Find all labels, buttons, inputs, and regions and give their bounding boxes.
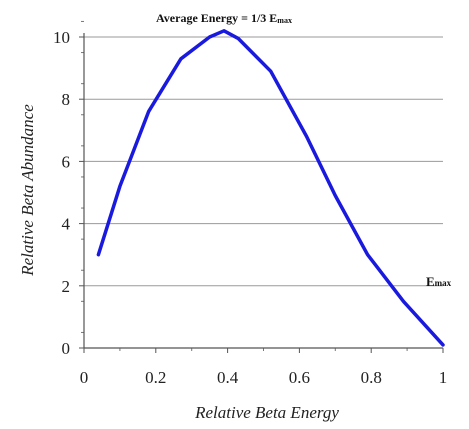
series-group	[96, 29, 445, 347]
x-tick-label: 0.2	[145, 368, 166, 387]
grid	[84, 36, 443, 287]
series-line	[96, 29, 445, 347]
x-tick-label: 0.8	[361, 368, 382, 387]
emax-label-sub: max	[435, 278, 452, 288]
chart-title-text: Average Energy = 1/3 E	[156, 11, 277, 25]
y-tick-label: 10	[53, 28, 70, 47]
tick-labels: 0 2 4 6 8 10 0 0.2 0.4 0.6 0.8 1	[53, 28, 447, 387]
chart-title: Average Energy = 1/3 Emax	[156, 11, 292, 25]
axes	[79, 20, 444, 353]
y-tick-label: 8	[62, 90, 71, 109]
y-axis-title: Relative Beta Abundance	[18, 104, 37, 277]
x-tick-label: 0.6	[289, 368, 310, 387]
x-tick-label: 1	[439, 368, 448, 387]
y-tick-label: 0	[62, 339, 71, 358]
y-tick-label: 2	[62, 277, 71, 296]
y-tick-label: 6	[62, 152, 71, 171]
chart-title-sub: max	[277, 16, 292, 25]
x-axis-title: Relative Beta Energy	[194, 403, 339, 422]
y-tick-label: 4	[62, 215, 71, 234]
emax-label: Emax	[426, 274, 452, 289]
emax-label-text: E	[426, 274, 435, 289]
x-tick-label: 0	[80, 368, 89, 387]
x-tick-label: 0.4	[217, 368, 239, 387]
